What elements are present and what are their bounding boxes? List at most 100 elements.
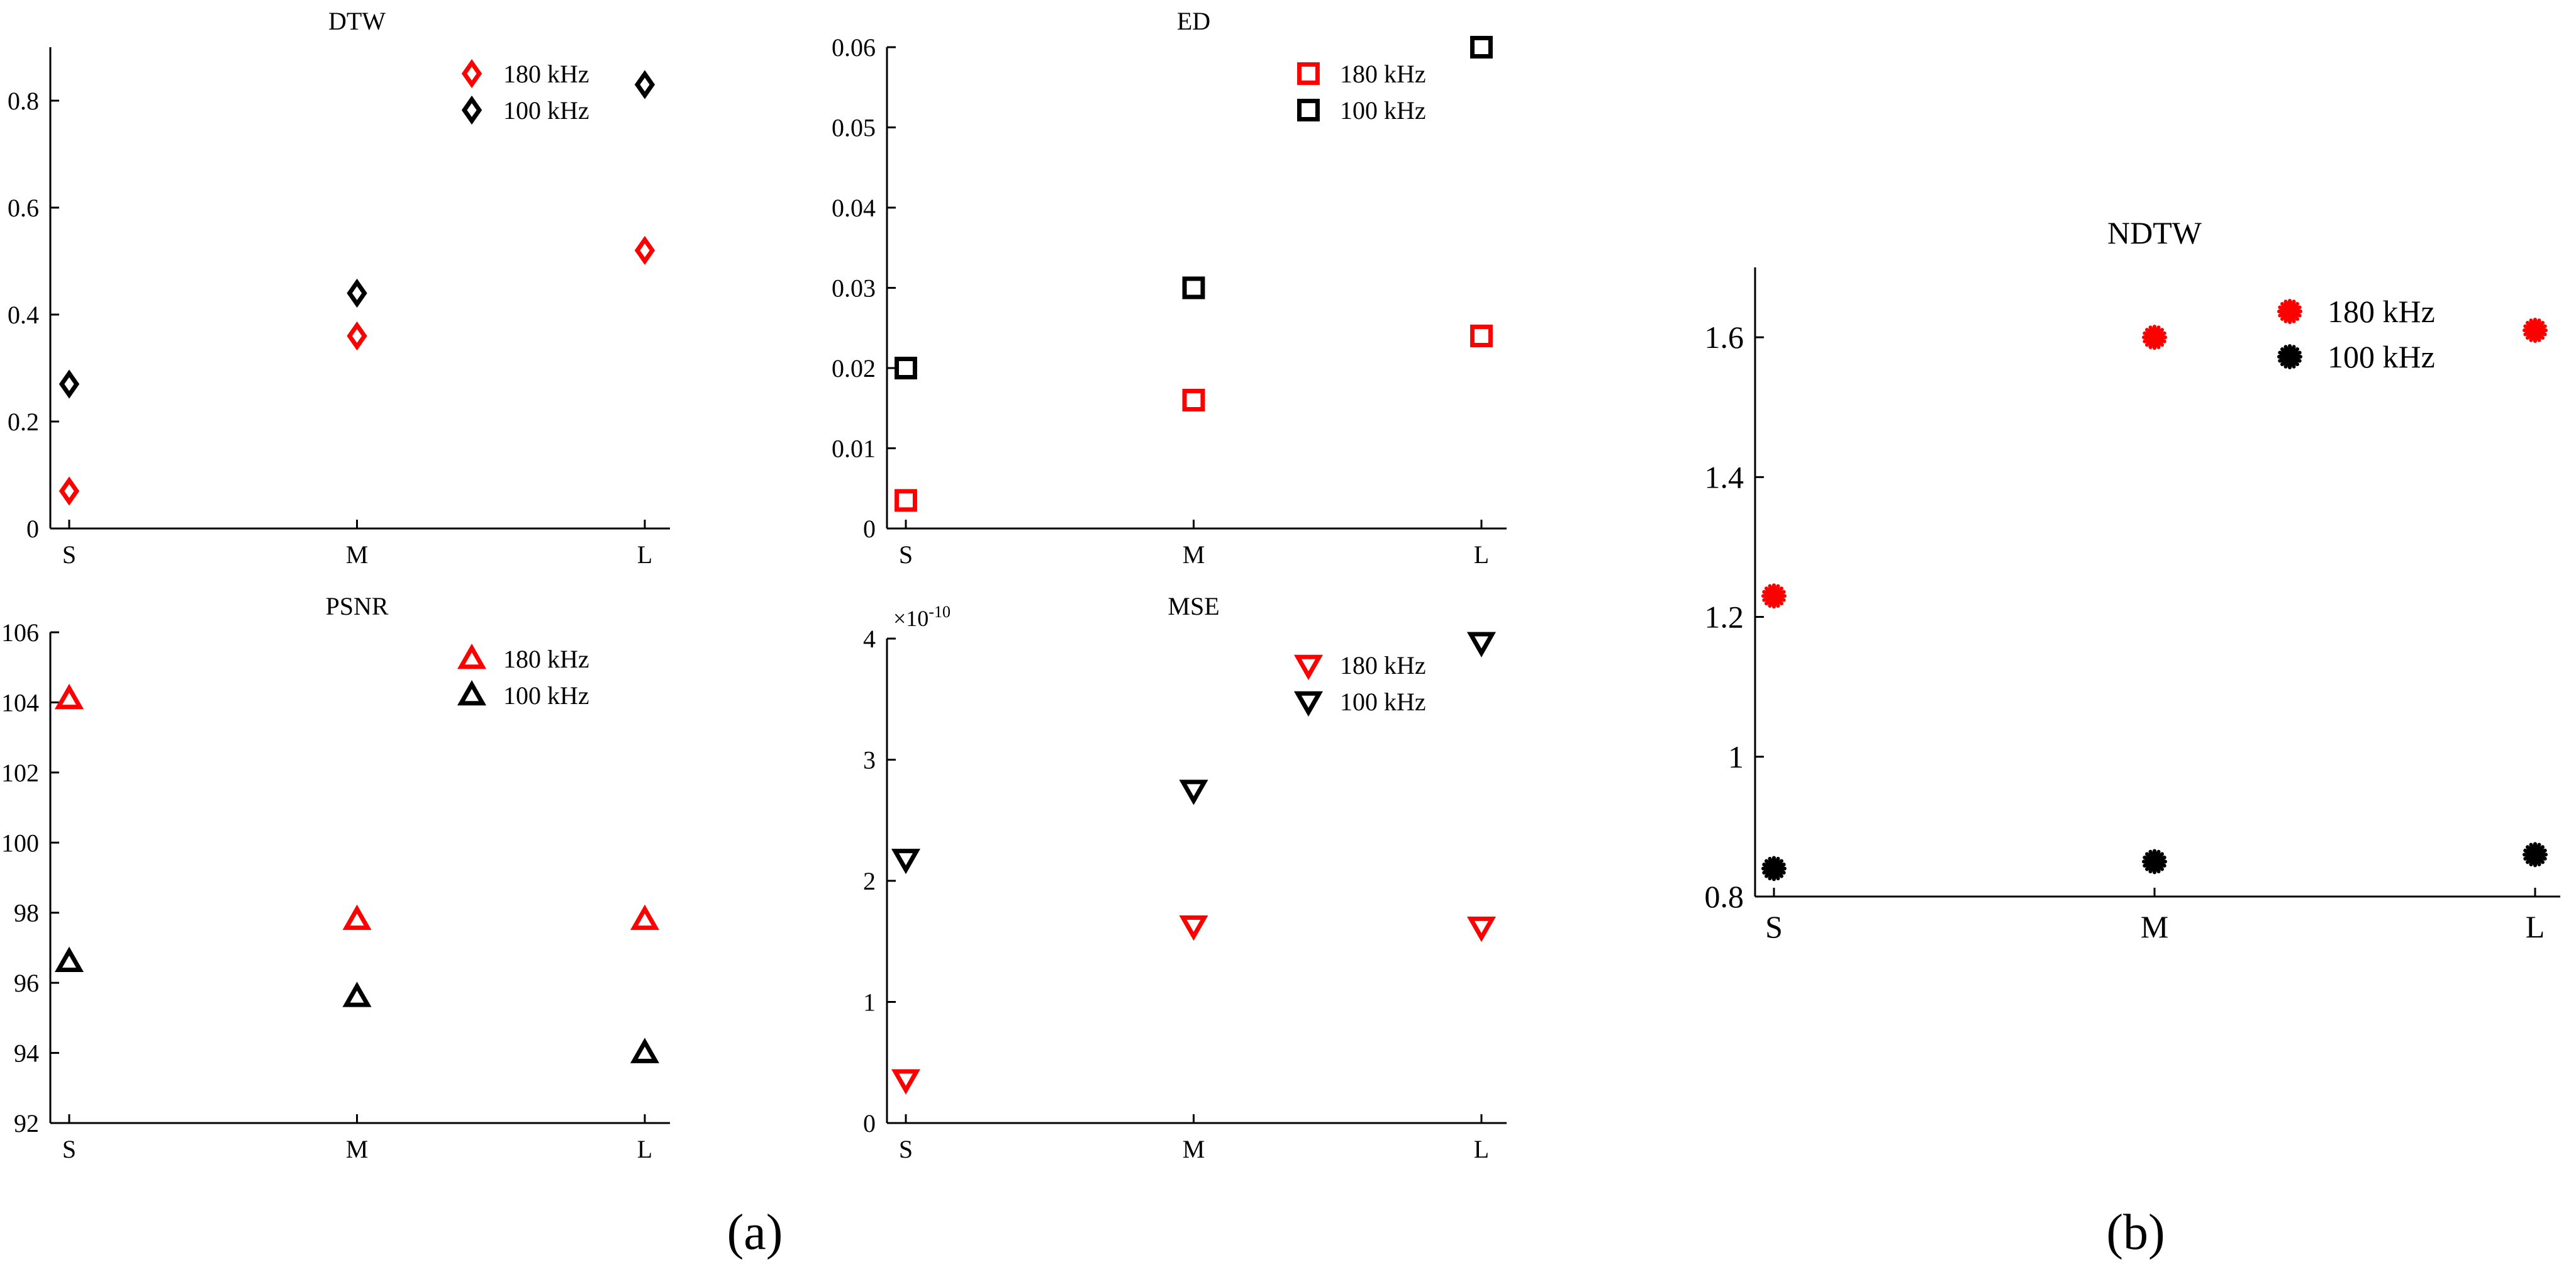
dtw-legend-label: 180 kHz bbox=[503, 60, 589, 88]
ed-point-180-s bbox=[895, 489, 917, 512]
ndtw-point-100-l-core bbox=[2529, 848, 2541, 861]
ndtw-title: NDTW bbox=[2107, 215, 2202, 250]
ndtw-xtick-label: M bbox=[2141, 909, 2168, 944]
ed-ytick-label: 0.01 bbox=[832, 435, 876, 463]
ndtw-legend-marker-1 bbox=[2277, 344, 2302, 369]
ed-point-180-m bbox=[1182, 389, 1205, 411]
mse-ytick-label: 0 bbox=[863, 1109, 876, 1138]
mse-legend-label: 180 kHz bbox=[1340, 651, 1426, 679]
mse-ytick-label: 2 bbox=[863, 867, 876, 895]
ed-point-180-l bbox=[1470, 325, 1493, 347]
psnr-ytick-label: 100 bbox=[1, 829, 39, 857]
chart-psnr: 92 94 96 98 100 102 104 106 S M L PSNR 180 kHz 100 kH… bbox=[1, 592, 670, 1163]
psnr-ytick-label: 96 bbox=[14, 969, 39, 997]
psnr-point-180-s bbox=[54, 683, 84, 710]
ed-xtick-label: M bbox=[1183, 540, 1205, 569]
ndtw-ytick-label: 1.4 bbox=[1705, 459, 1744, 495]
mse-legend-label: 100 kHz bbox=[1340, 688, 1426, 716]
ndtw-point-100-m bbox=[2142, 849, 2167, 875]
ed-legend-marker-1 bbox=[1297, 99, 1320, 121]
ndtw-legend-marker-0-core bbox=[2283, 305, 2296, 318]
psnr-ytick-label: 104 bbox=[1, 688, 39, 717]
dtw-point-180-m bbox=[347, 321, 367, 351]
ndtw-xtick-label: L bbox=[2526, 909, 2545, 944]
dtw-point-100-m bbox=[347, 278, 367, 308]
chart-ndtw: 0.8 1 1.2 1.4 1.6 S M L NDTW 180 kHz 100 kHz bbox=[1705, 215, 2560, 944]
ndtw-point-180-s bbox=[1761, 583, 1787, 609]
mse-xtick-label: M bbox=[1183, 1135, 1205, 1163]
ndtw-ytick-label: 1.6 bbox=[1705, 320, 1744, 355]
psnr-legend-marker-0 bbox=[457, 643, 487, 669]
ndtw-legend-label: 100 kHz bbox=[2328, 339, 2435, 374]
psnr-ytick-label: 102 bbox=[1, 759, 39, 787]
ed-point-100-s bbox=[895, 357, 917, 379]
dtw-legend-label: 100 kHz bbox=[503, 96, 589, 125]
psnr-ytick-label: 98 bbox=[14, 899, 39, 927]
dtw-xtick-label: L bbox=[637, 540, 652, 569]
mse-point-180-l bbox=[1466, 916, 1497, 942]
mse-point-100-s bbox=[891, 849, 921, 875]
ed-point-100-l bbox=[1470, 36, 1493, 59]
dtw-xtick-label: S bbox=[62, 540, 76, 569]
ndtw-point-100-m-core bbox=[2148, 856, 2161, 868]
panel-label-a: (a) bbox=[727, 1205, 783, 1260]
mse-legend-marker-1 bbox=[1293, 691, 1324, 717]
dtw-point-100-l bbox=[634, 70, 655, 99]
psnr-point-100-l bbox=[630, 1037, 660, 1063]
ndtw-point-100-l bbox=[2523, 842, 2548, 868]
psnr-point-100-s bbox=[54, 946, 84, 972]
dtw-ytick-label: 0.8 bbox=[8, 87, 39, 115]
ndtw-ytick-label: 1 bbox=[1728, 739, 1744, 774]
mse-point-100-m bbox=[1179, 780, 1208, 805]
mse-title: MSE bbox=[1168, 592, 1219, 620]
mse-legend-marker-0 bbox=[1293, 654, 1324, 681]
dtw-xtick-label: M bbox=[346, 540, 369, 569]
psnr-xtick-label: M bbox=[346, 1135, 369, 1163]
psnr-ytick-label: 94 bbox=[14, 1039, 39, 1068]
dtw-ytick-label: 0.6 bbox=[8, 194, 39, 222]
psnr-title: PSNR bbox=[325, 592, 388, 620]
mse-point-180-s bbox=[891, 1069, 921, 1095]
ed-point-100-m bbox=[1182, 276, 1205, 299]
ndtw-point-180-l bbox=[2523, 318, 2548, 343]
ed-xtick-label: S bbox=[899, 540, 913, 569]
ndtw-point-100-s-core bbox=[1768, 863, 1780, 875]
ed-ytick-label: 0.06 bbox=[832, 33, 876, 62]
ndtw-ytick-label: 1.2 bbox=[1705, 600, 1744, 635]
ed-ytick-label: 0.03 bbox=[832, 274, 876, 303]
ed-xtick-label: L bbox=[1474, 540, 1489, 569]
mse-xtick-label: L bbox=[1474, 1135, 1489, 1163]
psnr-point-180-m bbox=[342, 904, 372, 931]
psnr-xtick-label: S bbox=[62, 1135, 76, 1163]
dtw-point-100-s bbox=[59, 369, 80, 399]
psnr-ytick-label: 106 bbox=[1, 618, 39, 647]
dtw-legend-marker-0 bbox=[461, 59, 482, 89]
dtw-ytick-label: 0.2 bbox=[8, 408, 39, 436]
psnr-legend-label: 180 kHz bbox=[503, 645, 589, 673]
psnr-legend-label: 100 kHz bbox=[503, 681, 589, 710]
chart-mse: 0 1 2 3 4 S M L MSE ×10-10 180 kHz 100 kHz bbox=[863, 592, 1507, 1163]
ed-legend-label: 100 kHz bbox=[1340, 96, 1426, 125]
mse-point-100-l bbox=[1466, 632, 1497, 657]
psnr-legend-marker-1 bbox=[457, 679, 487, 706]
ed-title: ED bbox=[1177, 7, 1210, 35]
ed-ytick-label: 0.04 bbox=[832, 194, 876, 222]
mse-ytick-label: 3 bbox=[863, 746, 876, 774]
ed-ytick-label: 0.05 bbox=[832, 114, 876, 142]
ed-ytick-label: 0.02 bbox=[832, 354, 876, 383]
ndtw-legend-marker-0 bbox=[2277, 299, 2302, 324]
mse-ytick-label: 4 bbox=[863, 625, 876, 653]
psnr-ytick-label: 92 bbox=[14, 1109, 39, 1138]
mse-ytick-label: 1 bbox=[863, 988, 876, 1017]
dtw-legend-marker-1 bbox=[461, 95, 482, 125]
chart-dtw: 0 0.2 0.4 0.6 0.8 S M L DTW 180 kHz 100 kHz bbox=[8, 7, 670, 569]
psnr-xtick-label: L bbox=[637, 1135, 652, 1163]
mse-scale-exponent-base: ×10 bbox=[893, 606, 928, 631]
chart-ed: 0 0.01 0.02 0.03 0.04 0.05 0.06 S M L ED 180 kHz 100… bbox=[832, 7, 1507, 569]
dtw-ytick-label: 0 bbox=[26, 515, 39, 543]
psnr-point-180-l bbox=[630, 904, 660, 931]
dtw-ytick-label: 0.4 bbox=[8, 301, 39, 329]
ndtw-point-180-l-core bbox=[2529, 324, 2541, 337]
dtw-point-180-l bbox=[634, 235, 655, 266]
ndtw-legend-label: 180 kHz bbox=[2328, 294, 2435, 329]
